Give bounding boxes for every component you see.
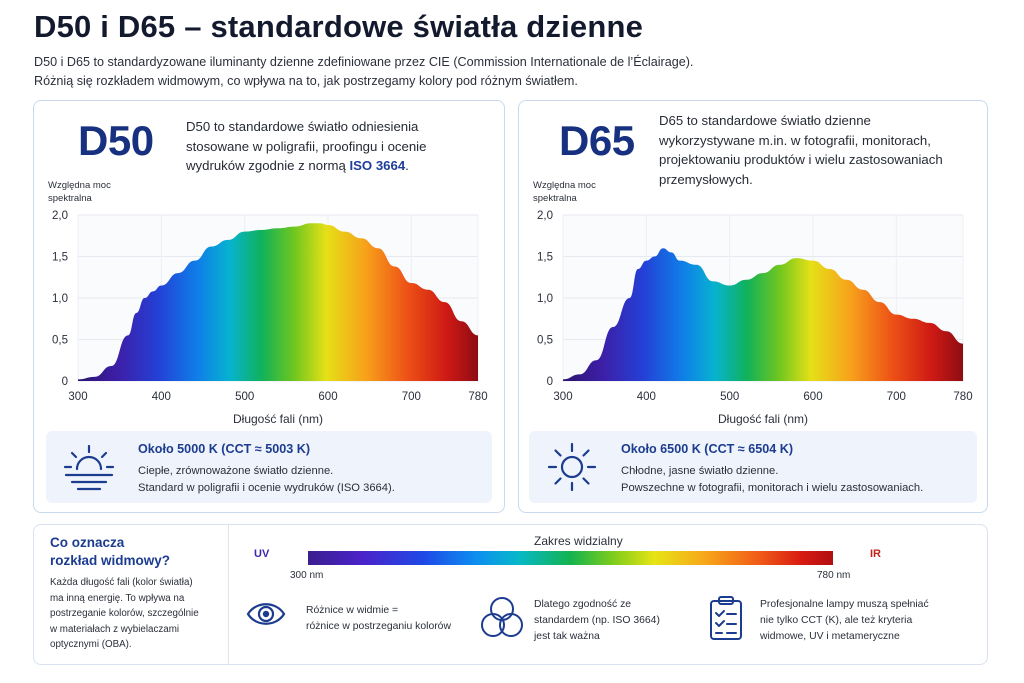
- y-tick-label: 0: [62, 376, 68, 388]
- info-line: Standard w poligrafii i ocenie wydruków …: [138, 482, 395, 494]
- x-tick-label: 780: [468, 391, 487, 403]
- d65-info-box: Około 6500 K (CCT ≈ 6504 K) Chłodne, jas…: [529, 431, 977, 503]
- question-line: rozkład widmowy?: [50, 553, 171, 568]
- eye-icon: [246, 603, 286, 625]
- spectrum-area: [563, 248, 963, 381]
- sunset-icon: [63, 444, 115, 491]
- x-axis-label: Długość fali (nm): [233, 412, 323, 426]
- ir-label: IR: [870, 548, 881, 560]
- info-line: Chłodne, jasne światło dzienne.: [621, 465, 779, 477]
- iso-highlight: ISO 3664: [349, 158, 406, 173]
- y-tick-label: 1,0: [52, 293, 68, 305]
- feature-line: widmowe, UV i metameryczne: [760, 631, 900, 642]
- x-axis-label: Długość fali (nm): [718, 412, 808, 426]
- d65-description: D65 to standardowe światło dzienne wykor…: [659, 111, 943, 189]
- x-tick-label: 600: [803, 391, 822, 403]
- desc-line: stosowane w poligrafii, proofingu i ocen…: [186, 138, 427, 154]
- d50-y-axis-label: Względna moc spektralna: [48, 179, 138, 205]
- feature-line: jest tak ważna: [534, 631, 600, 642]
- visible-range-title: Zakres widzialny: [534, 534, 623, 548]
- d50-spectrum-chart: 0 0,5 1,0 1,5 2,0 300 400 500 600 700 780 Długość f…: [52, 210, 488, 426]
- explainer-description: Każda długość fali (kolor światła) ma in…: [50, 575, 222, 653]
- y-tick-label: 1,5: [52, 252, 68, 264]
- d65-heading: D65: [559, 117, 635, 164]
- feature-line: Dlatego zgodność ze: [534, 599, 632, 610]
- y-tick-label: 0,5: [537, 335, 553, 347]
- d65-y-axis-label: Względna moc spektralna: [533, 179, 623, 205]
- info-line: Ciepłe, zrównoważone światło dzienne.: [138, 465, 334, 477]
- x-tick-label: 300: [68, 391, 87, 403]
- question-line: Co oznacza: [50, 535, 125, 550]
- visible-spectrum-bar: [308, 551, 833, 565]
- info-line: Powszechne w fotografii, monitorach i wi…: [621, 482, 924, 494]
- feature-spectrum-difference: Różnice w widmie = różnice w postrzegani…: [306, 603, 451, 635]
- x-tick-label: 600: [318, 391, 337, 403]
- divider: [228, 525, 229, 664]
- explainer-line: Każda długość fali (kolor światła): [50, 577, 193, 588]
- y-tick-label: 0,5: [52, 335, 68, 347]
- sun-icon: [547, 442, 597, 492]
- feature-professional-lamps: Profesjonalne lampy muszą spełniać nie t…: [760, 597, 929, 645]
- intro-line: Różnią się rozkładem widmowym, co wpływa…: [34, 74, 578, 88]
- intro-line: D50 i D65 to standardyzowane iluminanty …: [34, 55, 694, 69]
- d50-description: D50 to standardowe światło odniesienia s…: [186, 117, 426, 176]
- color-overlap-icon: [481, 597, 523, 637]
- ylabel-line: Względna moc: [48, 180, 111, 191]
- range-end-label: 780 nm: [817, 570, 851, 581]
- feature-line: nie tylko CCT (K), ale też kryteria: [760, 615, 913, 626]
- d65-spectrum-chart: 0 0,5 1,0 1,5 2,0 300 400 500 600 700 780 Długość f…: [537, 210, 973, 426]
- explainer-line: postrzeganie kolorów, szczególnie: [50, 608, 199, 620]
- y-tick-label: 2,0: [537, 210, 553, 222]
- desc-text: .: [405, 158, 409, 173]
- feature-line: różnice w postrzeganiu kolorów: [306, 621, 451, 632]
- checklist-icon: [710, 596, 742, 640]
- desc-line: wydruków zgodnie z normą ISO 3664.: [186, 156, 426, 176]
- desc-line: D50 to standardowe światło odniesienia: [186, 119, 419, 134]
- ylabel-line: spektralna: [48, 193, 92, 204]
- desc-line: projektowaniu produktów i wielu zastosow…: [659, 152, 943, 167]
- d65-panel: D65 D65 to standardowe światło dzienne w…: [518, 100, 988, 513]
- spectral-explainer: Co oznacza rozkład widmowy? Każda długoś…: [33, 524, 988, 665]
- explainer-line: w materiałach z wybielaczami: [50, 623, 180, 635]
- ylabel-line: spektralna: [533, 193, 577, 204]
- d65-cct: Około 6500 K (CCT ≈ 6504 K): [621, 442, 794, 456]
- desc-text: wydruków zgodnie z normą: [186, 158, 350, 173]
- d50-info-box: Około 5000 K (CCT ≈ 5003 K) Ciepłe, zrów…: [46, 431, 492, 503]
- feature-line: standardem (np. ISO 3664): [534, 615, 660, 626]
- d65-info-text: Chłodne, jasne światło dzienne. Powszech…: [621, 463, 923, 497]
- x-tick-label: 500: [720, 391, 739, 403]
- y-tick-label: 0: [547, 376, 553, 388]
- y-tick-label: 2,0: [52, 210, 68, 222]
- feature-line: Profesjonalne lampy muszą spełniać: [760, 599, 929, 610]
- d50-info-text: Ciepłe, zrównoważone światło dzienne. St…: [138, 463, 395, 497]
- y-tick-label: 1,0: [537, 293, 553, 305]
- x-tick-label: 500: [235, 391, 254, 403]
- d50-cct: Około 5000 K (CCT ≈ 5003 K): [138, 442, 311, 456]
- x-tick-label: 300: [553, 391, 572, 403]
- page-title: D50 i D65 – standardowe światła dzienne: [34, 9, 644, 44]
- x-tick-label: 400: [637, 391, 656, 403]
- ylabel-line: Względna moc: [533, 180, 596, 191]
- spectrum-area: [78, 223, 478, 381]
- explainer-question: Co oznacza rozkład widmowy?: [50, 534, 220, 570]
- desc-line: wykorzystywane m.in. w fotografii, monit…: [659, 132, 931, 148]
- desc-line: przemysłowych.: [659, 171, 753, 187]
- y-tick-label: 1,5: [537, 252, 553, 264]
- feature-iso-compliance: Dlatego zgodność ze standardem (np. ISO …: [534, 597, 660, 645]
- intro-text: D50 i D65 to standardyzowane iluminanty …: [34, 53, 994, 91]
- desc-line: D65 to standardowe światło dzienne: [659, 113, 871, 128]
- x-tick-label: 400: [152, 391, 171, 403]
- x-tick-label: 700: [887, 391, 906, 403]
- feature-line: Różnice w widmie =: [306, 605, 399, 616]
- range-start-label: 300 nm: [290, 570, 324, 581]
- d50-heading: D50: [78, 117, 154, 164]
- explainer-line: optycznymi (OBA).: [50, 639, 132, 651]
- uv-label: UV: [254, 548, 270, 560]
- d50-panel: D50 D50 to standardowe światło odniesien…: [33, 100, 505, 513]
- x-tick-label: 780: [953, 391, 972, 403]
- explainer-line: ma inną energię. To wpływa na: [50, 592, 185, 604]
- x-tick-label: 700: [402, 391, 421, 403]
